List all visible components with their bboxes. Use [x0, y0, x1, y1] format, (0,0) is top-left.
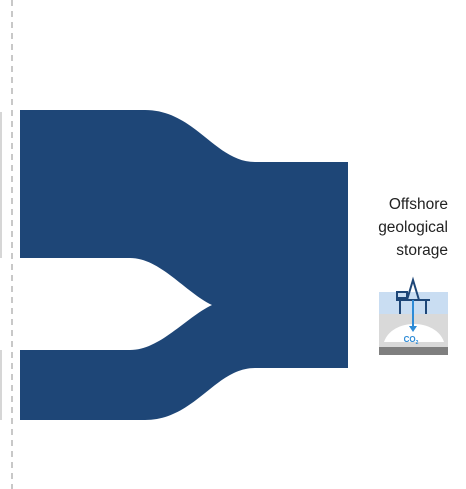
label-line: storage — [396, 242, 448, 259]
arrow — [409, 326, 417, 332]
label-line: geological — [378, 219, 448, 236]
flow-shape — [20, 110, 348, 420]
label-line: Offshore — [389, 196, 448, 213]
co2-label: CO2 — [404, 335, 419, 346]
storage-icon: CO2 — [379, 276, 448, 355]
rig — [396, 276, 430, 328]
co2-text: CO — [404, 335, 416, 344]
dome — [384, 324, 444, 342]
base — [379, 347, 448, 355]
co2-subscript: 2 — [416, 340, 419, 346]
